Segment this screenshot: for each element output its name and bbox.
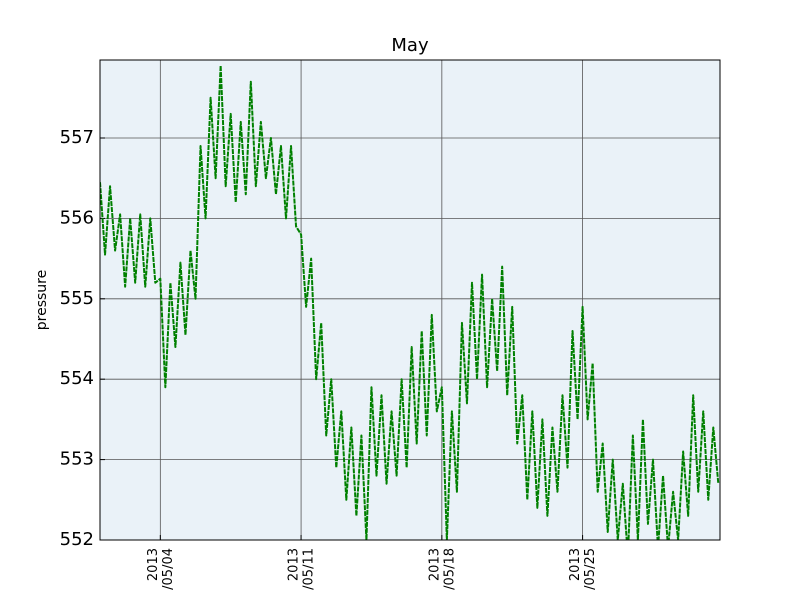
plot-background [100,60,720,540]
y-axis-label: pressure [34,270,50,330]
x-tick-label: 2013/05/25 [568,548,598,590]
y-tick-label: 555 [60,288,94,309]
y-tick-label: 557 [60,127,94,148]
data-line [100,64,720,540]
chart-title: May [391,35,429,56]
y-tick-label: 553 [60,449,94,470]
x-tick-label: 2013/05/18 [427,548,457,590]
x-tick-label: 2013/05/11 [286,548,316,590]
x-tick-label: 2013/05/04 [145,548,175,590]
plot-frame [99,59,721,541]
plot-area [100,64,720,540]
y-tick-label: 556 [60,207,94,228]
y-tick-label: 554 [60,368,94,389]
y-tick-label: 552 [60,529,94,550]
